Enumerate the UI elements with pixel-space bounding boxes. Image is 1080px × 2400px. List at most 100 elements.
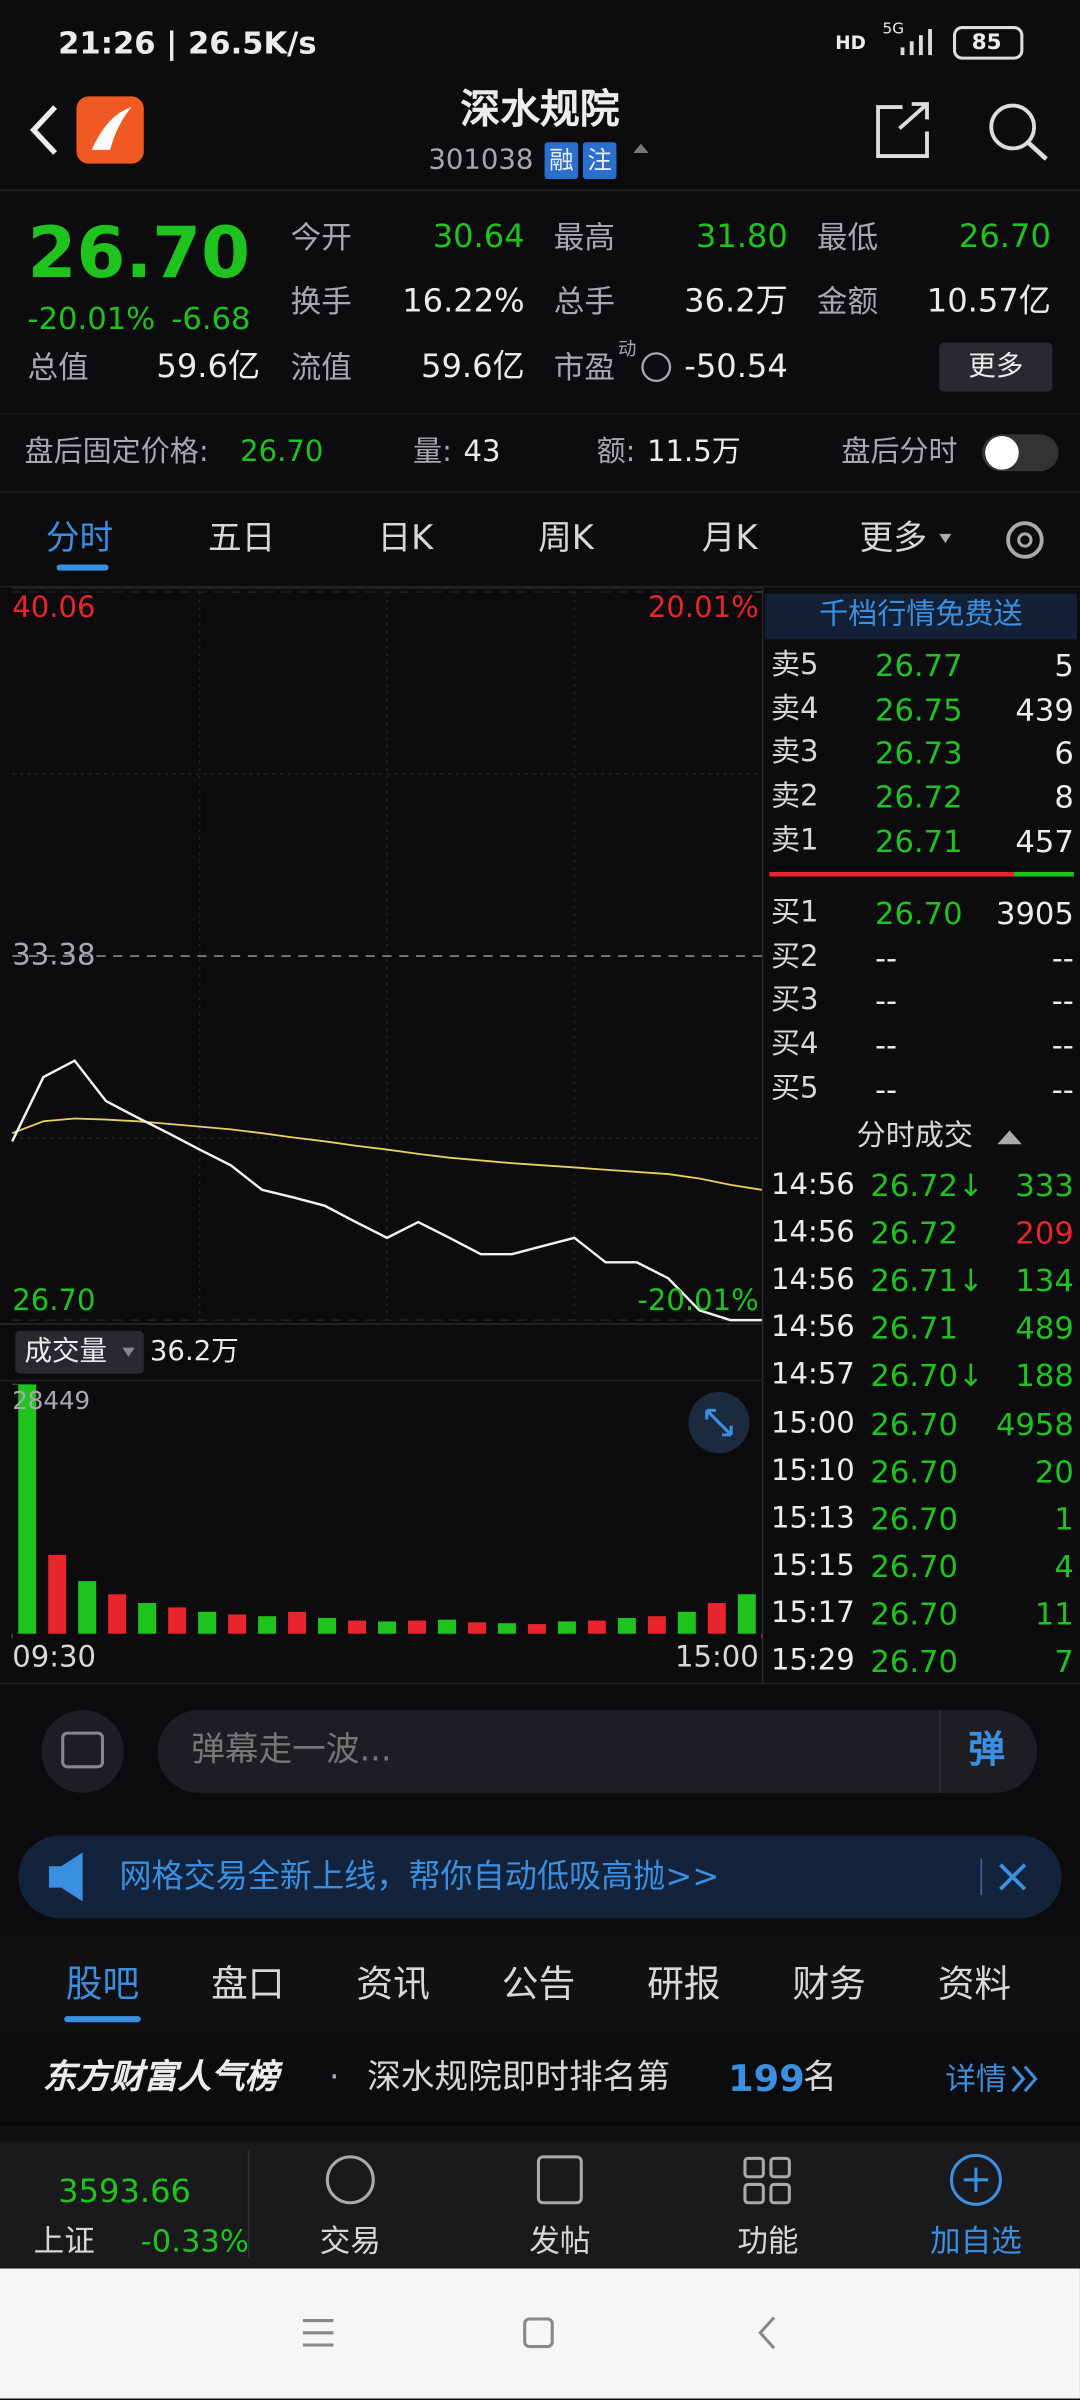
stock-code: 301038 (428, 143, 534, 176)
section-tab[interactable]: 股吧 (65, 1962, 140, 2006)
divider (0, 585, 1080, 588)
order-label: 卖5 (770, 647, 819, 682)
chart-tab[interactable]: 五日 (208, 520, 276, 559)
nav-item[interactable]: 发帖 (529, 2222, 591, 2260)
volume-bar (48, 1554, 67, 1634)
price-line (11, 1117, 762, 1191)
danmaku-button[interactable]: 弹 (968, 1728, 1006, 1772)
dropdown-icon[interactable] (633, 143, 649, 153)
volume-bar (587, 1620, 606, 1634)
index-change: -0.33% (140, 2222, 249, 2260)
trade-volume: 489 (1015, 1309, 1074, 1347)
volume-bar (78, 1581, 97, 1634)
more-button-bg[interactable] (939, 342, 1053, 392)
after-hours-chart-label[interactable]: 盘后分时 (841, 435, 958, 469)
back-icon[interactable] (29, 105, 58, 155)
close-icon[interactable] (999, 1863, 1027, 1891)
index-value[interactable]: 3593.66 (58, 2172, 191, 2210)
megaphone-icon (48, 1852, 83, 1902)
post-icon (536, 2155, 583, 2205)
trade-price: 26.71 (870, 1309, 958, 1347)
chart-tab[interactable]: 周K (538, 520, 594, 559)
back-key[interactable] (758, 2316, 776, 2350)
nav-item[interactable]: 加自选 (930, 2222, 1022, 2260)
order-label: 卖1 (770, 823, 819, 858)
field-label: 总值 (27, 348, 89, 386)
chart-tab[interactable]: 更多 (859, 520, 928, 559)
index-name[interactable]: 上证 (33, 2222, 95, 2260)
more-button[interactable]: 更多 (968, 350, 1024, 383)
comment-placeholder[interactable]: 弹幕走一波... (191, 1731, 392, 1770)
section-tab[interactable]: 公告 (501, 1962, 576, 2006)
search-icon[interactable] (989, 103, 1036, 151)
field-label: 流值 (290, 348, 352, 386)
volume-bar (348, 1620, 367, 1634)
order-volume: 3905 (995, 894, 1074, 932)
volume-bar (138, 1603, 157, 1634)
menu-key[interactable] (302, 2319, 334, 2347)
order-book-banner[interactable]: 千档行情免费送 (819, 597, 1023, 632)
system-nav-bg (0, 2268, 1080, 2399)
nav-item[interactable]: 功能 (737, 2222, 799, 2260)
section-tab[interactable]: 资讯 (356, 1962, 430, 2006)
field-label: 最低 (816, 218, 879, 256)
order-volume: -- (1051, 1070, 1074, 1108)
banner-bg[interactable] (764, 593, 1077, 640)
comment-icon-bg[interactable] (41, 1710, 124, 1793)
trade-price: 26.70 (870, 1405, 958, 1442)
divider (247, 2150, 250, 2258)
stock-tag: 注 (587, 145, 612, 175)
section-tab[interactable]: 盘口 (211, 1962, 285, 2006)
trade-price: 26.70 (870, 1595, 958, 1633)
field-label: 总手 (553, 282, 615, 320)
field-label: 换手 (290, 282, 352, 320)
field-label: 市盈 (553, 348, 615, 386)
nav-item[interactable]: 交易 (319, 2222, 381, 2260)
volume-bar (527, 1624, 546, 1634)
after-hours-label: 盘后固定价格: (24, 435, 209, 469)
field-value: 16.22% (402, 282, 525, 319)
trade-icon (325, 2155, 375, 2205)
volume-bar (228, 1614, 247, 1634)
chart-frame (12, 587, 762, 589)
status-battery: 85 (971, 30, 1002, 56)
spacer (0, 2126, 1080, 2142)
share-icon[interactable] (876, 102, 929, 158)
chart-tab[interactable]: 分时 (45, 520, 114, 559)
order-label: 卖4 (770, 691, 819, 726)
volume-bar (258, 1616, 277, 1634)
trade-price: 26.70 (870, 1547, 958, 1585)
volume-bar (467, 1622, 486, 1634)
trade-price: 26.70↓ (870, 1357, 984, 1395)
trade-volume: 11 (1034, 1595, 1074, 1633)
volume-bar (378, 1621, 397, 1634)
trades-title: 分时成交 (856, 1118, 973, 1153)
order-label: 买5 (770, 1071, 819, 1105)
chevron-icon (1011, 2065, 1038, 2093)
field-label: 最高 (553, 218, 615, 256)
after-hours-amount-label: 额: (596, 435, 636, 469)
comment-input[interactable] (157, 1710, 1038, 1793)
volume-selector[interactable]: 成交量 (24, 1335, 108, 1368)
volume-total: 36.2万 (149, 1335, 239, 1368)
rank-dot: · (328, 2058, 340, 2098)
chart-tab[interactable]: 月K (701, 520, 758, 559)
home-key[interactable] (523, 2317, 554, 2349)
rank-detail[interactable]: 详情 (945, 2060, 1007, 2098)
promo-bg[interactable] (18, 1835, 1062, 1919)
promo-text[interactable]: 网格交易全新上线，帮你自动低吸高抛>> (119, 1857, 720, 1895)
y2-tick-label: -20.01% (637, 1284, 759, 1318)
trade-volume: 20 (1034, 1452, 1074, 1490)
trade-volume: 188 (1015, 1357, 1074, 1395)
section-tab[interactable]: 研报 (647, 1962, 721, 2006)
trade-volume: 4958 (995, 1405, 1074, 1442)
order-volume: -- (1051, 1026, 1074, 1064)
field-value: 59.6亿 (421, 348, 525, 385)
settings-icon[interactable] (1006, 521, 1044, 559)
volume-selector-bg[interactable] (15, 1330, 144, 1374)
section-tab[interactable]: 资料 (937, 1962, 1012, 2006)
chart-tab[interactable]: 日K (377, 520, 434, 559)
add-icon (949, 2153, 1002, 2206)
section-tab[interactable]: 财务 (792, 1962, 866, 2006)
